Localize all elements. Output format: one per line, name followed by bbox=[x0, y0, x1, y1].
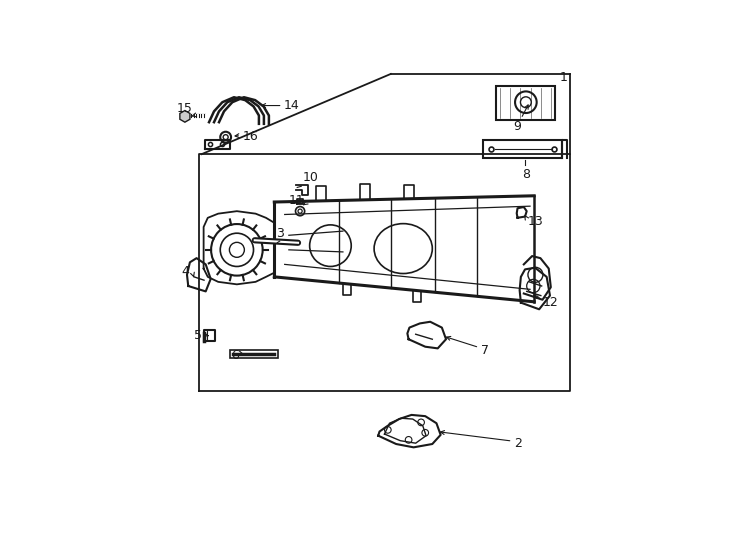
Bar bbox=[484, 140, 562, 158]
Text: 14: 14 bbox=[284, 99, 299, 112]
Text: 16: 16 bbox=[242, 130, 258, 143]
Text: 12: 12 bbox=[542, 296, 559, 309]
Text: 6: 6 bbox=[231, 348, 239, 361]
Text: 1: 1 bbox=[560, 71, 568, 84]
Text: 15: 15 bbox=[176, 102, 192, 114]
Text: 10: 10 bbox=[302, 171, 319, 184]
Text: 5: 5 bbox=[195, 328, 203, 342]
Bar bbox=[496, 85, 555, 120]
Text: 3: 3 bbox=[276, 227, 283, 240]
Text: 4: 4 bbox=[181, 265, 189, 278]
Text: 9: 9 bbox=[513, 120, 521, 133]
Text: 2: 2 bbox=[515, 437, 522, 450]
Text: 8: 8 bbox=[522, 168, 530, 181]
Text: 13: 13 bbox=[528, 215, 544, 228]
Bar bbox=[230, 350, 277, 358]
Text: 11: 11 bbox=[289, 194, 305, 207]
Text: 7: 7 bbox=[481, 345, 489, 357]
